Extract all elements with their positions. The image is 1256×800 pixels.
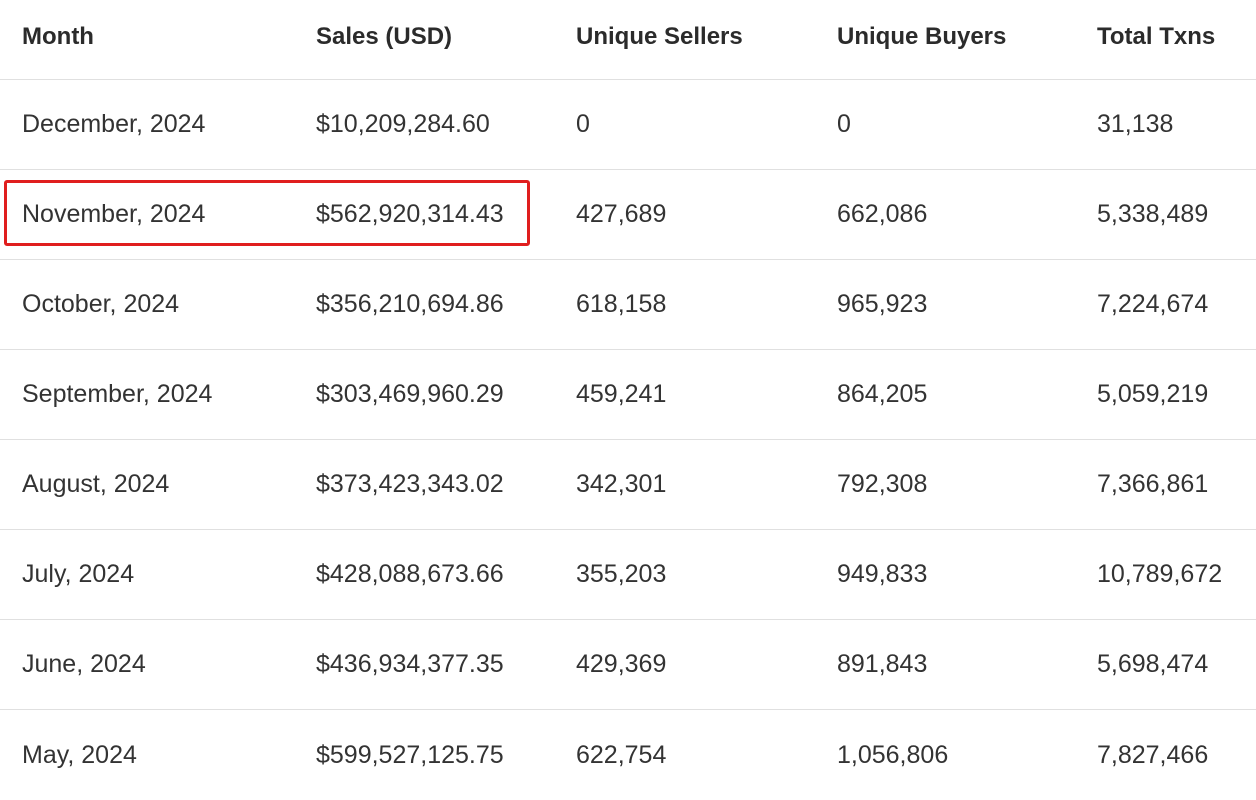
cell-unique-sellers: 618,158: [576, 290, 667, 318]
cell-sales: $436,934,377.35: [316, 650, 504, 678]
table-row: September, 2024 $303,469,960.29 459,241 …: [0, 350, 1256, 440]
cell-unique-buyers: 0: [837, 110, 851, 138]
table-row: December, 2024 $10,209,284.60 0 0 31,138: [0, 80, 1256, 170]
cell-unique-buyers: 864,205: [837, 380, 928, 408]
cell-sales: $562,920,314.43: [316, 200, 504, 228]
cell-unique-buyers: 792,308: [837, 470, 928, 498]
cell-unique-sellers: 0: [576, 110, 590, 138]
cell-unique-buyers: 949,833: [837, 560, 928, 588]
cell-total-txns: 5,338,489: [1097, 200, 1209, 228]
header-unique-buyers[interactable]: Unique Buyers: [837, 22, 1007, 50]
table-row: August, 2024 $373,423,343.02 342,301 792…: [0, 440, 1256, 530]
cell-total-txns: 7,827,466: [1097, 740, 1209, 769]
cell-sales: $303,469,960.29: [316, 380, 504, 408]
table-row: May, 2024 $599,527,125.75 622,754 1,056,…: [0, 710, 1256, 800]
cell-total-txns: 7,224,674: [1097, 290, 1209, 318]
cell-total-txns: 7,366,861: [1097, 470, 1209, 498]
table-row: July, 2024 $428,088,673.66 355,203 949,8…: [0, 530, 1256, 620]
cell-unique-buyers: 1,056,806: [837, 740, 949, 769]
table-row: November, 2024 $562,920,314.43 427,689 6…: [0, 170, 1256, 260]
cell-month: June, 2024: [22, 650, 146, 678]
table-header-row: Month Sales (USD) Unique Sellers Unique …: [0, 0, 1256, 80]
cell-sales: $356,210,694.86: [316, 290, 504, 318]
cell-total-txns: 5,059,219: [1097, 380, 1209, 408]
cell-unique-sellers: 427,689: [576, 200, 667, 228]
cell-total-txns: 31,138: [1097, 110, 1174, 138]
cell-unique-sellers: 622,754: [576, 740, 667, 769]
cell-unique-sellers: 355,203: [576, 560, 667, 588]
cell-month: May, 2024: [22, 740, 137, 769]
cell-total-txns: 10,789,672: [1097, 560, 1223, 588]
cell-unique-sellers: 459,241: [576, 380, 667, 408]
header-total-txns[interactable]: Total Txns: [1097, 22, 1216, 50]
header-sales-usd[interactable]: Sales (USD): [316, 22, 453, 50]
cell-month: July, 2024: [22, 560, 135, 588]
cell-month: August, 2024: [22, 470, 170, 498]
cell-total-txns: 5,698,474: [1097, 650, 1209, 678]
cell-unique-buyers: 662,086: [837, 200, 928, 228]
cell-sales: $428,088,673.66: [316, 560, 504, 588]
table-row: October, 2024 $356,210,694.86 618,158 96…: [0, 260, 1256, 350]
cell-month: December, 2024: [22, 110, 206, 138]
cell-month: November, 2024: [22, 200, 206, 228]
cell-sales: $10,209,284.60: [316, 110, 490, 138]
header-unique-sellers[interactable]: Unique Sellers: [576, 22, 743, 50]
cell-sales: $599,527,125.75: [316, 740, 504, 769]
cell-sales: $373,423,343.02: [316, 470, 504, 498]
cell-unique-sellers: 342,301: [576, 470, 667, 498]
cell-unique-buyers: 891,843: [837, 650, 928, 678]
header-month[interactable]: Month: [22, 22, 94, 50]
cell-unique-buyers: 965,923: [837, 290, 928, 318]
table-row: June, 2024 $436,934,377.35 429,369 891,8…: [0, 620, 1256, 710]
cell-month: October, 2024: [22, 290, 180, 318]
cell-month: September, 2024: [22, 380, 213, 408]
cell-unique-sellers: 429,369: [576, 650, 667, 678]
